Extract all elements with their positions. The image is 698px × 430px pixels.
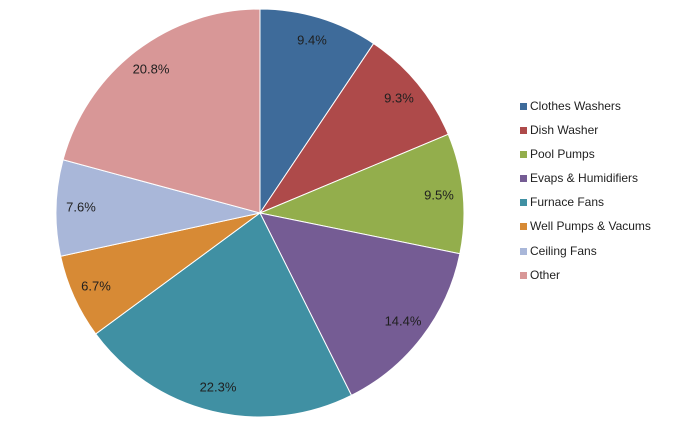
svg-text:9.3%: 9.3% <box>384 90 414 105</box>
svg-text:7.6%: 7.6% <box>66 199 96 214</box>
svg-text:9.4%: 9.4% <box>297 32 327 47</box>
svg-text:6.7%: 6.7% <box>81 278 111 293</box>
svg-text:20.8%: 20.8% <box>133 61 170 76</box>
svg-text:9.5%: 9.5% <box>424 187 454 202</box>
svg-text:14.4%: 14.4% <box>385 313 422 328</box>
svg-text:22.3%: 22.3% <box>200 379 237 394</box>
